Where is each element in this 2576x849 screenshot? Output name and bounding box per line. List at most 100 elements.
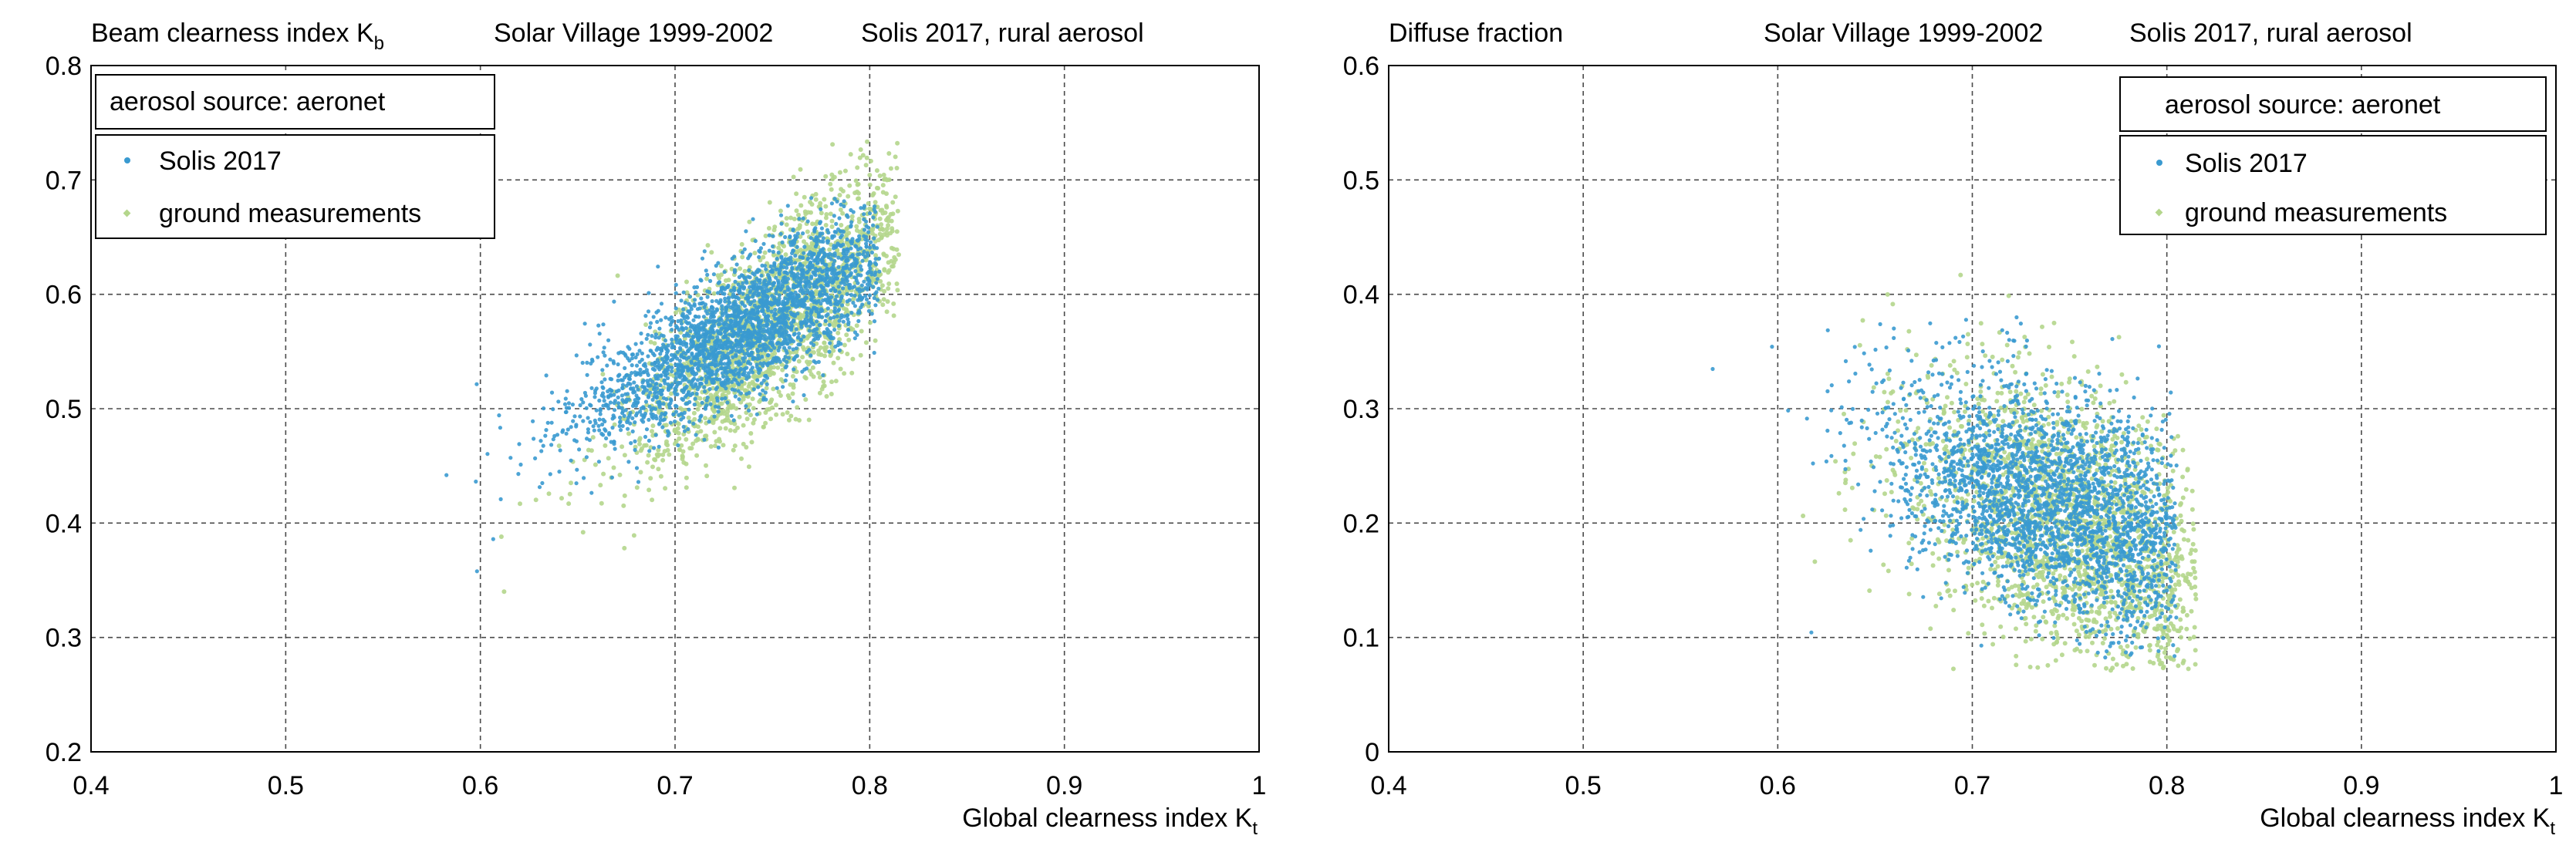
data-point: [744, 229, 748, 234]
data-point: [730, 379, 734, 384]
data-point: [791, 399, 795, 404]
data-point: [755, 412, 759, 416]
data-point: [659, 333, 664, 338]
data-point: [770, 268, 775, 272]
data-point: [668, 384, 673, 389]
data-point: [778, 359, 782, 364]
data-point: [814, 291, 819, 297]
data-point: [831, 335, 836, 341]
data-point: [794, 191, 799, 197]
data-point: [862, 217, 866, 222]
data-point: [654, 382, 659, 386]
data-point: [802, 375, 808, 380]
data-point: [893, 154, 898, 160]
data-point: [707, 387, 712, 392]
data-point: [802, 347, 807, 352]
data-point: [802, 279, 807, 284]
data-point: [801, 255, 805, 260]
data-point: [632, 380, 636, 385]
data-point: [555, 433, 560, 437]
data-point: [684, 279, 689, 285]
data-point: [681, 415, 686, 420]
data-point: [814, 281, 819, 285]
data-point: [820, 269, 825, 274]
data-point: [746, 343, 751, 348]
chart1-title-model: Solis 2017, rural aerosol: [861, 19, 1144, 48]
data-point: [680, 396, 684, 401]
data-point: [825, 227, 830, 232]
data-point: [748, 353, 752, 358]
data-point: [589, 403, 593, 408]
data-point: [679, 354, 684, 359]
data-point: [658, 383, 663, 388]
data-point: [637, 359, 642, 364]
data-point: [697, 418, 702, 423]
data-point: [612, 422, 617, 427]
data-point: [711, 330, 716, 335]
data-point: [544, 373, 549, 378]
chart1-legend-label-solis: Solis 2017: [159, 147, 282, 176]
data-point: [768, 399, 774, 404]
data-point: [588, 342, 593, 347]
data-point: [845, 291, 849, 296]
data-point: [821, 298, 825, 303]
data-point: [768, 416, 773, 422]
data-point: [689, 446, 694, 451]
data-point: [761, 254, 766, 260]
data-point: [812, 300, 816, 305]
data-point: [748, 336, 754, 341]
chart2-title-site: Solar Village 1999-2002: [1764, 19, 2043, 48]
data-point: [647, 487, 652, 493]
data-point: [822, 353, 827, 359]
data-point: [891, 301, 896, 306]
data-point: [767, 406, 771, 412]
data-point: [716, 281, 721, 285]
data-point: [714, 264, 718, 268]
data-point: [890, 264, 896, 269]
data-point: [778, 319, 782, 324]
data-point: [839, 244, 844, 248]
data-point: [668, 391, 674, 396]
data-point: [865, 276, 870, 281]
data-point: [621, 503, 626, 508]
data-point: [586, 416, 590, 420]
data-point: [697, 396, 703, 401]
data-point: [851, 210, 856, 214]
data-point: [662, 378, 667, 382]
data-point: [2147, 643, 2152, 649]
data-point: [809, 276, 813, 281]
data-point: [868, 260, 873, 264]
chart2-title: Diffuse fraction: [1389, 19, 1563, 48]
data-point: [859, 298, 863, 302]
data-point: [832, 271, 836, 276]
data-point: [747, 408, 751, 413]
data-point: [726, 337, 731, 342]
data-point: [717, 436, 722, 442]
data-point: [830, 142, 836, 147]
data-point: [589, 386, 594, 390]
data-point: [773, 316, 778, 321]
data-point: [832, 310, 837, 315]
data-point: [845, 255, 849, 260]
data-point: [733, 394, 738, 399]
data-point: [786, 316, 791, 321]
data-point: [574, 481, 579, 486]
data-point: [797, 217, 802, 221]
data-point: [592, 428, 596, 433]
data-point: [876, 286, 881, 291]
data-point: [879, 222, 884, 227]
data-point: [861, 252, 866, 257]
data-point: [825, 292, 829, 297]
data-point: [732, 388, 738, 392]
data-point: [549, 420, 554, 425]
data-point: [890, 200, 896, 205]
data-point: [675, 426, 680, 431]
data-point: [617, 372, 622, 377]
data-point: [762, 264, 768, 268]
data-point: [736, 325, 741, 329]
chart2-title-model: Solis 2017, rural aerosol: [2129, 19, 2412, 48]
data-point: [867, 182, 873, 187]
data-point: [775, 355, 779, 360]
data-point: [785, 351, 789, 355]
data-point: [709, 305, 714, 310]
